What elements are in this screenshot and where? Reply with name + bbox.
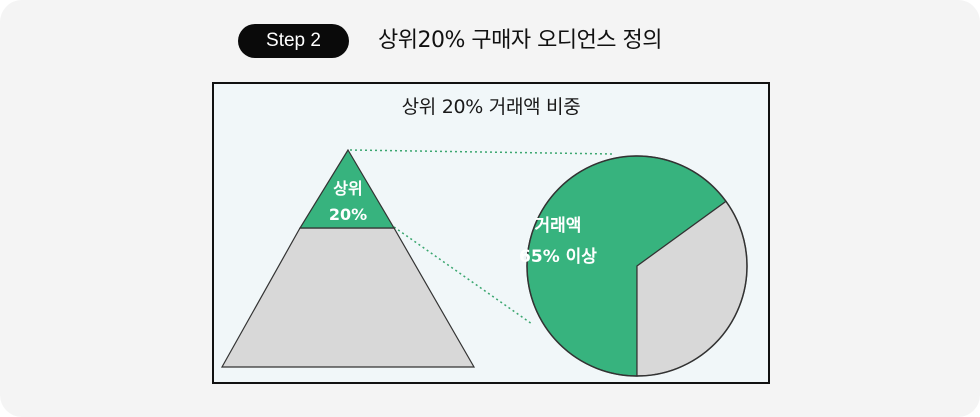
pie-slice-label-line1: 거래액 [535, 216, 582, 236]
diagram-frame: 상위 20% 거래액 비중 상위 20% 거래액 65% 이상 [212, 82, 770, 384]
pyramid-label-line1: 상위 [333, 179, 362, 198]
pie-slice-label-line2: 65% 이상 [519, 247, 597, 267]
pie-outline [526, 155, 748, 377]
pyramid-pie-diagram: 상위 20% 거래액 65% 이상 [220, 148, 748, 377]
step-title: 상위20% 구매자 오디언스 정의 [378, 28, 663, 53]
step-badge: Step 2 [238, 24, 349, 58]
chart-title: 상위 20% 거래액 비중 [401, 96, 581, 118]
connector-line-bottom [393, 226, 533, 325]
connector-line-top [349, 149, 615, 155]
pyramid-base-segment [220, 227, 476, 368]
pyramid-label-line2: 20% [329, 205, 367, 224]
pyramid-top-segment [298, 148, 396, 229]
